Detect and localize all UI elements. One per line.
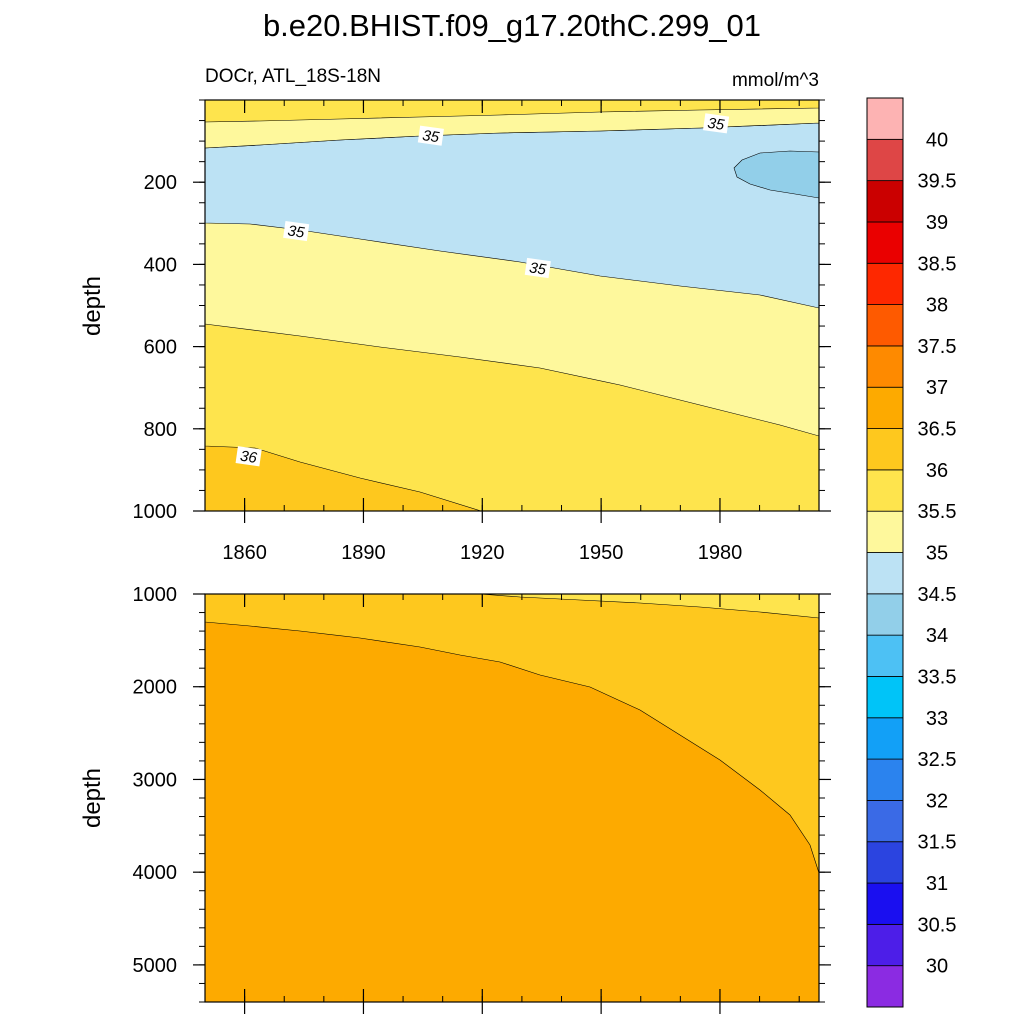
contour-label: 36 — [235, 446, 262, 467]
x-tick-label: 1950 — [579, 542, 624, 564]
colorbar-box — [866, 676, 904, 719]
y-tick-label: 1000 — [133, 584, 178, 606]
upper-panel-fill — [205, 100, 819, 511]
colorbar-label: 35.5 — [918, 501, 957, 523]
chart-title: b.e20.BHIST.f09_g17.20thC.299_01 — [263, 8, 761, 43]
colorbar-box — [866, 800, 904, 843]
colorbar-box — [866, 262, 904, 305]
contour-label-box — [283, 220, 310, 242]
colorbar-label: 32 — [926, 790, 948, 812]
colorbar-label: 30 — [926, 956, 948, 978]
colorbar-box — [866, 552, 904, 595]
contour-label-text: 35 — [706, 115, 726, 134]
x-tick-label: 1920 — [460, 542, 505, 564]
upper-y-ticks: 200 400 600 800 1000 — [133, 99, 831, 523]
colorbar-box — [866, 841, 904, 884]
colorbar-box — [866, 758, 904, 801]
colorbar-label: 34 — [926, 625, 948, 647]
colorbar-label: 40 — [926, 129, 948, 151]
colorbar-box — [866, 386, 904, 429]
colorbar-box — [866, 138, 904, 182]
colorbar-box — [866, 717, 904, 760]
contour-label: 35 — [417, 125, 444, 146]
lower-panel-fill — [205, 594, 819, 1002]
colorbar-label: 38 — [926, 295, 948, 317]
colorbar-label: 39.5 — [918, 171, 957, 193]
contour-label-text: 35 — [528, 259, 548, 278]
y-tick-label: 3000 — [133, 769, 178, 791]
x-tick-label: 1890 — [341, 542, 386, 564]
colorbar-box — [866, 221, 904, 264]
lower-x-ticks — [244, 594, 800, 1014]
contour-label-box — [417, 125, 444, 146]
colorbar-box — [866, 97, 904, 140]
contour-label-text: 35 — [421, 127, 441, 146]
colorbar-label: 31 — [926, 873, 948, 895]
right-subtitle: mmol/m^3 — [732, 70, 819, 91]
y-tick-label: 2000 — [133, 677, 178, 699]
colorbar-box — [866, 180, 904, 223]
colorbar-label: 31.5 — [918, 832, 957, 854]
colorbar-box — [866, 923, 904, 967]
y-tick-label: 200 — [144, 172, 177, 194]
colorbar-box — [866, 965, 904, 1008]
colorbar-box — [866, 510, 904, 553]
contour-label-text: 36 — [239, 448, 259, 467]
upper-panel: 1860 1890 1920 1950 1980 200 400 600 800 1000 35… — [79, 99, 831, 564]
y-tick-label: 400 — [144, 254, 177, 276]
band-35-5-36-lower — [479, 594, 819, 619]
colorbar-box — [866, 304, 904, 347]
colorbar-label: 30.5 — [918, 914, 957, 936]
lower-y-ticks: 1000 2000 3000 4000 5000 — [133, 584, 831, 1003]
upper-contour-labels: 35 35 35 35 36 — [235, 113, 730, 467]
colorbar-box — [866, 345, 904, 388]
y-tick-label: 4000 — [133, 862, 178, 884]
band-36-36-5-lower — [205, 594, 819, 874]
y-tick-label: 1000 — [133, 501, 178, 523]
colorbar-label: 36 — [926, 460, 948, 482]
x-tick-label: 1980 — [698, 542, 743, 564]
contour-label: 35 — [703, 113, 730, 134]
colorbar-label: 38.5 — [918, 253, 957, 275]
contour-label-box — [703, 113, 730, 134]
colorbar-frame — [866, 97, 904, 1008]
y-tick-label: 5000 — [133, 955, 178, 977]
upper-x-ticks: 1860 1890 1920 1950 1980 — [222, 100, 800, 564]
colorbar-label: 36.5 — [918, 419, 957, 441]
colorbar: 30 30.5 31 31.5 32 32.5 33 33.5 34 34.5 35 35.5 36 36… — [866, 97, 957, 1008]
x-tick-label: 1860 — [222, 542, 267, 564]
colorbar-box — [866, 882, 904, 925]
upper-ylabel: depth — [79, 276, 106, 336]
left-subtitle: DOCr, ATL_18S-18N — [205, 66, 381, 87]
colorbar-label: 32.5 — [918, 749, 957, 771]
colorbar-label: 37 — [926, 377, 948, 399]
band-34-34-5 — [733, 150, 819, 199]
colorbar-label: 39 — [926, 212, 948, 234]
colorbar-box — [866, 634, 904, 677]
colorbar-label: 35 — [926, 543, 948, 565]
contour-label-box — [235, 446, 262, 467]
lower-ylabel: depth — [79, 768, 106, 828]
y-tick-label: 600 — [144, 337, 177, 359]
colorbar-label: 37.5 — [918, 336, 957, 358]
contour-label: 35 — [283, 220, 310, 242]
colorbar-box — [866, 428, 904, 471]
colorbar-box — [866, 593, 904, 636]
contour-label-text: 35 — [287, 222, 307, 241]
colorbar-label: 33.5 — [918, 666, 957, 688]
contour-label: 35 — [524, 257, 551, 279]
colorbar-label: 33 — [926, 708, 948, 730]
colorbar-label: 34.5 — [918, 584, 957, 606]
band-35-5-surface — [205, 100, 819, 123]
lower-panel: 1000 2000 3000 4000 5000 depth — [79, 584, 831, 1014]
colorbar-box — [866, 469, 904, 512]
y-tick-label: 800 — [144, 419, 177, 441]
contour-label-box — [524, 257, 551, 279]
